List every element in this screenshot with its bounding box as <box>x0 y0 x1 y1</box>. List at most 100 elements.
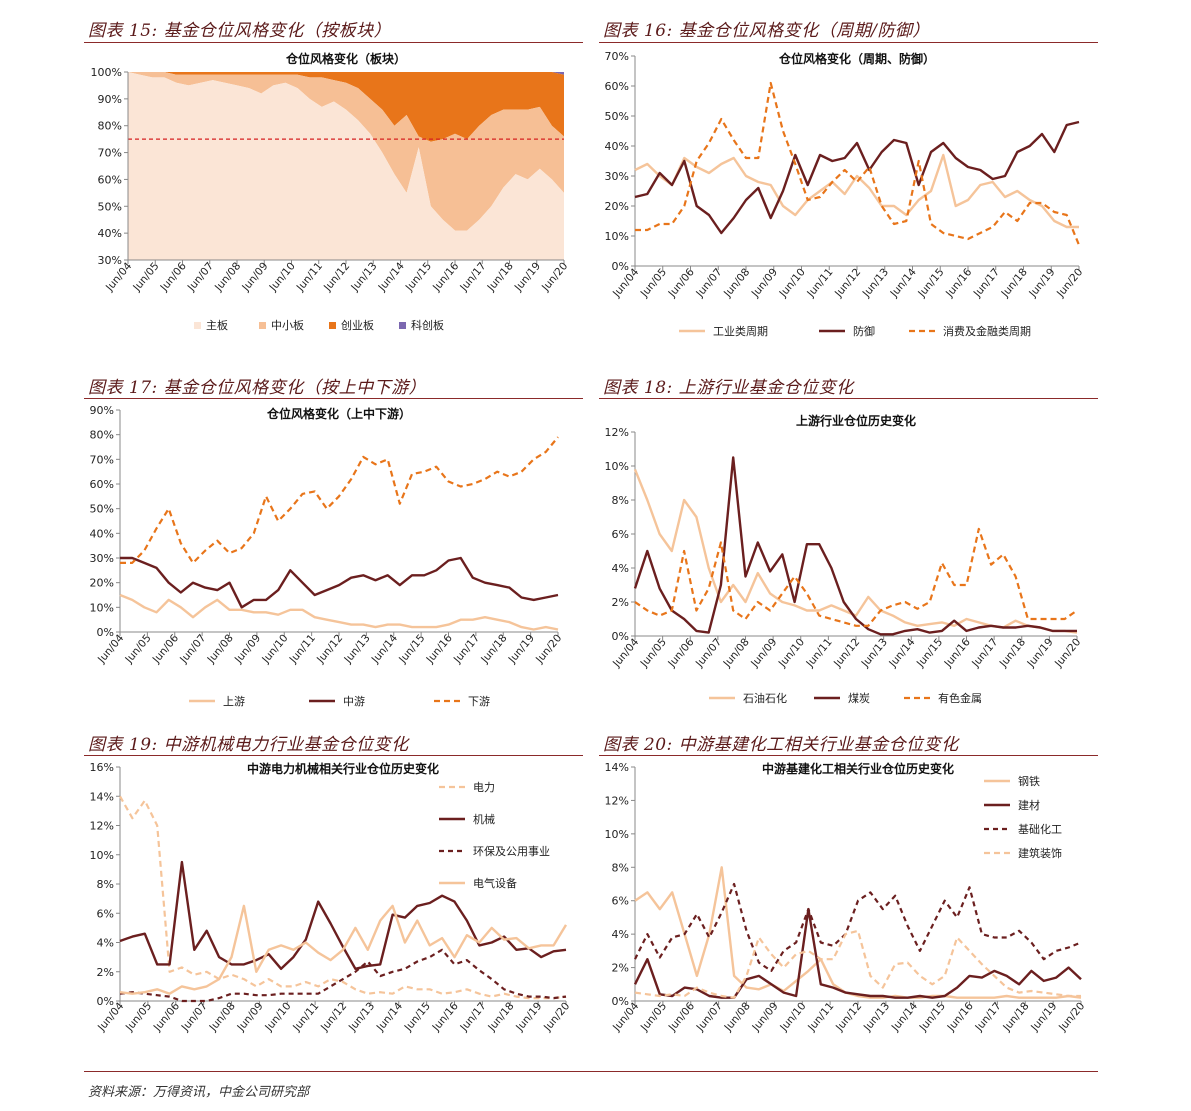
legend-label: 建筑装饰 <box>1018 846 1062 860</box>
x-tick-label: Jun/13 <box>346 1000 377 1034</box>
x-tick-label: Jun/15 <box>917 1000 948 1034</box>
legend-label: 消费及金融类周期 <box>943 324 1031 338</box>
legend-label: 防御 <box>853 324 875 338</box>
y-tick-label: 0% <box>612 260 629 273</box>
x-tick-label: Jun/07 <box>693 266 724 300</box>
x-tick-label: Jun/10 <box>259 632 290 666</box>
legend-label: 中游 <box>343 695 365 708</box>
legend-label: 主板 <box>206 318 228 332</box>
x-tick-label: Jun/12 <box>833 1000 864 1034</box>
series-line-机械 <box>119 860 567 970</box>
x-tick-label: Jun/11 <box>294 260 325 294</box>
x-tick-label: Jun/11 <box>290 1000 321 1034</box>
source-note: 资料来源：万得资讯，中金公司研究部 <box>88 1085 310 1100</box>
y-tick-label: 0% <box>612 630 629 643</box>
x-tick-label: Jun/14 <box>889 1000 920 1034</box>
x-tick-label: Jun/05 <box>130 260 161 294</box>
series-line-防御 <box>634 120 1080 235</box>
x-tick-label: Jun/17 <box>457 260 488 294</box>
x-tick-label: Jun/19 <box>506 632 537 666</box>
legend-swatch <box>194 322 201 329</box>
x-tick-label: Jun/10 <box>777 266 808 300</box>
series-line-上游 <box>119 593 559 631</box>
legend-label: 钢铁 <box>1018 775 1040 788</box>
y-tick-label: 60% <box>98 173 122 186</box>
x-tick-label: Jun/06 <box>151 1000 182 1034</box>
x-tick-label: Jun/19 <box>1026 266 1057 300</box>
x-tick-label: Jun/08 <box>207 1000 238 1034</box>
x-tick-label: Jun/06 <box>666 1000 697 1034</box>
x-tick-label: Jun/15 <box>915 266 946 300</box>
x-tick-label: Jun/14 <box>886 636 917 670</box>
y-tick-label: 70% <box>90 453 114 466</box>
x-tick-label: Jun/05 <box>123 1000 154 1034</box>
x-tick-label: Jun/15 <box>914 636 945 670</box>
y-tick-label: 0% <box>612 995 629 1008</box>
x-tick-label: Jun/16 <box>424 632 455 666</box>
y-tick-label: 20% <box>605 200 629 213</box>
x-tick-label: Jun/19 <box>1028 1000 1059 1034</box>
x-tick-label: Jun/07 <box>179 1000 210 1034</box>
x-tick-label: Jun/09 <box>232 632 263 666</box>
series-line-石油石化 <box>633 468 1078 634</box>
y-tick-label: 2% <box>612 596 629 609</box>
x-tick-label: Jun/16 <box>943 266 974 300</box>
y-tick-label: 60% <box>90 478 114 491</box>
x-tick-label: Jun/11 <box>287 632 318 666</box>
y-tick-label: 50% <box>605 110 629 123</box>
legend-label: 有色金属 <box>938 691 982 705</box>
y-tick-label: 80% <box>90 429 114 442</box>
series-line-钢铁 <box>634 866 1082 999</box>
chart-upstream: 0%2%4%6%8%10%12%Jun/04Jun/05Jun/06Jun/07… <box>605 413 1084 705</box>
series-line-电气设备 <box>119 904 568 995</box>
y-tick-label: 50% <box>90 503 114 516</box>
y-tick-label: 30% <box>98 254 122 267</box>
x-tick-label: Jun/09 <box>749 1000 780 1034</box>
x-tick-label: Jun/19 <box>512 260 543 294</box>
x-tick-label: Jun/09 <box>748 636 779 670</box>
y-tick-label: 40% <box>90 527 114 540</box>
panel-title-20: 图表 20: 中游基建化工相关行业基金仓位变化 <box>603 735 959 755</box>
legend-label: 创业板 <box>341 318 374 332</box>
x-tick-label: Jun/17 <box>457 1000 488 1034</box>
x-tick-label: Jun/17 <box>972 1000 1003 1034</box>
x-tick-label: Jun/12 <box>318 1000 349 1034</box>
x-tick-label: Jun/08 <box>721 636 752 670</box>
x-tick-label: Jun/09 <box>749 266 780 300</box>
legend-label: 电气设备 <box>473 876 517 890</box>
x-tick-label: Jun/18 <box>997 636 1028 670</box>
x-tick-label: Jun/08 <box>205 632 236 666</box>
y-tick-label: 12% <box>90 820 114 833</box>
y-tick-label: 50% <box>98 200 122 213</box>
x-tick-label: Jun/05 <box>638 636 669 670</box>
title-rule <box>84 755 583 756</box>
legend-swatch <box>399 322 406 329</box>
title-rule <box>599 398 1098 399</box>
series-line-下游 <box>120 436 559 564</box>
series-line-电力 <box>119 795 567 1000</box>
chart-title: 中游基建化工相关行业仓位历史变化 <box>762 761 954 776</box>
footer-rule <box>84 1071 1098 1072</box>
x-tick-label: Jun/18 <box>1000 1000 1031 1034</box>
series-line-建筑装饰 <box>634 929 1081 999</box>
panel-title-16: 图表 16: 基金仓位风格变化（周期/防御） <box>603 21 930 41</box>
x-tick-label: Jun/15 <box>396 632 427 666</box>
legend-label: 石油石化 <box>743 691 787 705</box>
y-tick-label: 4% <box>97 937 114 950</box>
y-tick-label: 2% <box>97 966 114 979</box>
series-line-基础化工 <box>634 882 1082 972</box>
legend-label: 机械 <box>473 812 495 826</box>
x-tick-label: Jun/16 <box>430 1000 461 1034</box>
x-tick-label: Jun/10 <box>267 260 298 294</box>
y-tick-label: 12% <box>605 426 629 439</box>
y-tick-label: 6% <box>612 528 629 541</box>
y-tick-label: 10% <box>605 460 629 473</box>
area-主板 <box>128 72 564 260</box>
chart-title: 中游电力机械相关行业仓位历史变化 <box>247 761 439 776</box>
legend-label: 工业类周期 <box>713 324 768 338</box>
panel-title-17: 图表 17: 基金仓位风格变化（按上中下游） <box>88 378 427 398</box>
x-tick-label: Jun/10 <box>262 1000 293 1034</box>
y-tick-label: 8% <box>97 878 114 891</box>
x-tick-label: Jun/11 <box>804 266 835 300</box>
x-tick-label: Jun/06 <box>666 266 697 300</box>
